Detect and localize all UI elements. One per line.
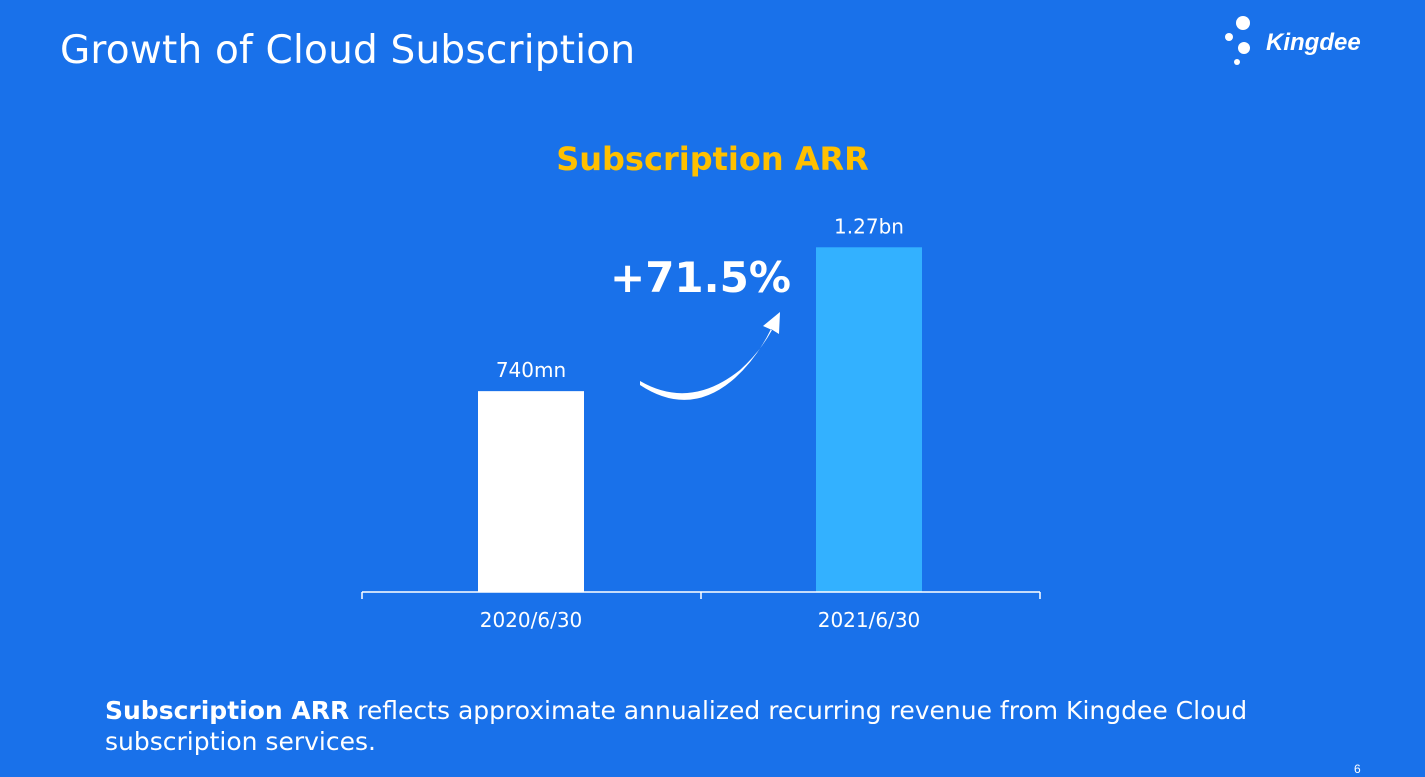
growth-label: +71.5% [610,253,791,302]
data-label: 740mn [496,358,566,382]
data-label: 1.27bn [834,214,904,238]
footnote: Subscription ARR reflects approximate an… [105,695,1345,757]
x-tick-label: 2021/6/30 [818,608,921,632]
bar-2020/6/30 [478,391,584,592]
logo-dots-icon [1225,16,1250,65]
logo-text: Kingdee [1266,29,1361,56]
x-tick-label: 2020/6/30 [480,608,583,632]
bar-2021/6/30 [816,247,922,593]
growth-arrow-icon [640,312,780,400]
kingdee-logo: Kingdee [1220,14,1390,70]
footnote-term: Subscription ARR [105,696,350,725]
slide-title: Growth of Cloud Subscription [60,28,636,73]
page-number: 6 [1354,762,1361,776]
chart-title: Subscription ARR [556,140,869,178]
footnote-text: reflects approximate annualized recurrin… [105,696,1248,756]
